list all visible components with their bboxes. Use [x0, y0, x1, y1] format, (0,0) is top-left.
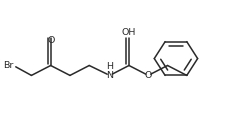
Text: Br: Br [3, 61, 13, 70]
Text: H: H [106, 62, 113, 71]
Text: O: O [145, 71, 152, 80]
Text: O: O [47, 36, 54, 45]
Text: OH: OH [122, 28, 136, 37]
Text: N: N [106, 71, 113, 80]
